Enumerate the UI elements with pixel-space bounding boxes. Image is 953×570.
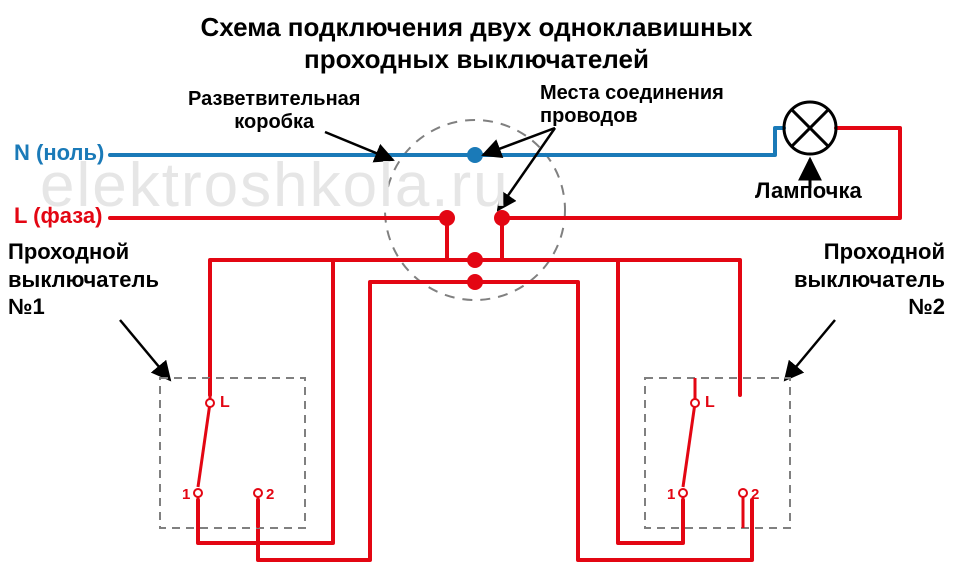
svg-text:2: 2	[751, 486, 759, 503]
svg-text:1: 1	[667, 486, 675, 503]
svg-text:L: L	[220, 394, 230, 411]
switch2-label: Проходной выключатель №2	[794, 238, 945, 321]
svg-text:L: L	[705, 394, 715, 411]
title-line2: проходных выключателей	[0, 44, 953, 75]
neutral-label: N (ноль)	[14, 140, 104, 166]
title-line1: Схема подключения двух одноклавишных	[0, 12, 953, 43]
live-label: L (фаза)	[14, 203, 102, 229]
svg-text:2: 2	[266, 486, 274, 503]
svg-text:1: 1	[182, 486, 190, 503]
junction-box-label: Разветвительная коробка	[188, 88, 360, 134]
switch1-label: Проходной выключатель №1	[8, 238, 159, 321]
connections-label: Места соединения проводов	[540, 82, 724, 128]
lamp-label: Лампочка	[755, 178, 862, 204]
